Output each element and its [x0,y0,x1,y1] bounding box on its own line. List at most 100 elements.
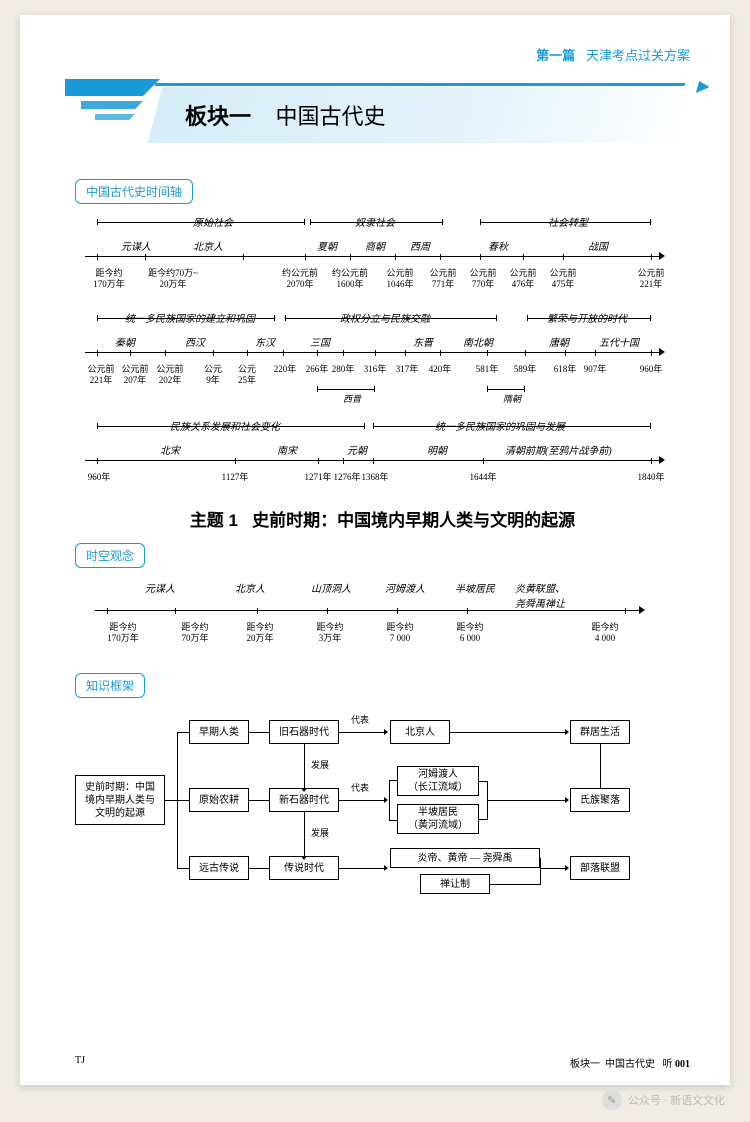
tick-label: 公元9年 [204,364,222,386]
timeline-1: 原始社会奴隶社会社会转型 元谋人北京人夏朝商朝西周春秋战国 距今约170万年距今… [85,216,665,294]
tick-label: 距今约70万~20万年 [148,268,198,290]
tick-label: 距今约70万年 [181,622,208,644]
footer-left: TJ [75,1055,85,1070]
tick-label: 公元前202年 [156,364,183,386]
edge-label: 代表 [351,713,369,726]
dynasty-label: 五代十国 [599,334,639,349]
dynasty-label: 战国 [588,238,608,253]
tick-label: 220年 [274,364,297,375]
tick-label: 316年 [364,364,387,375]
tick-label: 距今约4 000 [591,622,618,644]
era-label: 社会转型 [548,214,588,229]
section-label-spacetime: 时空观念 [75,543,145,568]
dynasty-label: 南宋 [277,442,297,457]
dynasty-label: 元朝 [347,442,367,457]
tick-label: 1840年 [637,472,664,483]
topic-text: 史前时期：中国境内早期人类与文明的起源 [252,511,575,530]
tick-label: 907年 [584,364,607,375]
tick-label: 960年 [88,472,111,483]
col3-box: 禅让制 [420,874,490,894]
dynasty-label: 夏朝 [317,238,337,253]
tick-label: 约公元前2070年 [282,268,318,290]
section-banner: 板块一 中国古代史 [75,79,690,159]
edge-label: 发展 [311,758,329,771]
part-subtitle: 天津考点过关方案 [586,48,690,63]
footer-right: 板块一 中国古代史 听 001 [570,1055,690,1070]
dynasty-label: 元谋人 [121,238,151,253]
tick-label: 317年 [396,364,419,375]
dynasty-label: 秦朝 [115,334,135,349]
wechat-icon: ✎ [602,1090,622,1110]
col4-box: 群居生活 [570,720,630,744]
dynasty-label: 西周 [410,238,430,253]
timeline-2: 统一多民族国家的建立和巩固政权分立与民族交融繁荣与开放的时代 秦朝西汉东汉三国东… [85,312,665,402]
wing-icon [65,79,160,149]
section-label-timeline: 中国古代史时间轴 [75,179,193,204]
col1-box: 早期人类 [189,720,249,744]
dynasty-label: 东晋 [413,334,433,349]
page-number: 001 [675,1059,690,1070]
tick-label: 1127年 [222,472,249,483]
tick-label: 1644年 [469,472,496,483]
tick-label: 公元前1046年 [386,268,413,290]
dynasty-label: 唐朝 [549,334,569,349]
banner-title: 板块一 中国古代史 [185,99,385,131]
tick-label: 公元前771年 [429,268,456,290]
block-title: 中国古代史 [275,104,385,129]
tick-label: 距今约170万年 [107,622,139,644]
era-label: 统一多民族国家的建立和巩固 [125,310,255,325]
watermark-text: 公众号 · 新语文文化 [628,1092,725,1108]
era-label: 繁荣与开放的时代 [547,310,627,325]
page-footer: TJ 板块一 中国古代史 听 001 [75,1055,690,1070]
sub-dynasty-label: 隋朝 [503,392,521,405]
tick-label: 960年 [640,364,663,375]
tick-label: 距今约3万年 [316,622,343,644]
era-label: 奴隶社会 [355,214,395,229]
tick-label: 公元前221年 [87,364,114,386]
tick-label: 420年 [429,364,452,375]
chapter-header: 第一篇 天津考点过关方案 [75,45,690,64]
tick-label: 618年 [554,364,577,375]
topic-title: 主题 1 史前时期：中国境内早期人类与文明的起源 [75,506,690,531]
root-box: 史前时期：中国境内早期人类与文明的起源 [75,775,165,825]
part-label: 第一篇 [536,48,575,63]
era-label: 民族关系发展和社会变化 [170,418,280,433]
timeline-item: 河姆渡人 [385,580,425,595]
tick-label: 589年 [514,364,537,375]
tick-label: 距今约20万年 [246,622,273,644]
dynasty-label: 明朝 [427,442,447,457]
tick-label: 距今约170万年 [93,268,125,290]
col1-box: 原始农耕 [189,788,249,812]
dynasty-label: 商朝 [365,238,385,253]
tick-label: 公元前221年 [637,268,664,290]
timeline-3: 民族关系发展和社会变化统一多民族国家的巩固与发展 北宋南宋元朝明朝清朝前期(至鸦… [85,420,665,488]
knowledge-framework: 史前时期：中国境内早期人类与文明的起源早期人类原始农耕远古传说旧石器时代新石器时… [75,710,690,910]
timeline-4: 元谋人北京人山顶洞人河姆渡人半坡居民炎黄联盟、尧舜禹禅让 距今约170万年距今约… [95,580,655,648]
tick-label: 公元前207年 [121,364,148,386]
tick-label: 距今约7 000 [386,622,413,644]
edge-label: 代表 [351,781,369,794]
edge-label: 发展 [311,826,329,839]
timeline-item: 元谋人 [145,580,175,595]
dynasty-label: 北京人 [193,238,223,253]
dynasty-label: 清朝前期(至鸦片战争前) [505,442,612,457]
timeline-item: 山顶洞人 [311,580,351,595]
sub-dynasty-label: 西晋 [343,392,361,405]
dynasty-label: 北宋 [160,442,180,457]
dynasty-label: 东汉 [255,334,275,349]
tick-label: 公元25年 [238,364,256,386]
col4-box: 部落联盟 [570,856,630,880]
dynasty-label: 春秋 [488,238,508,253]
topic-num: 主题 1 [190,511,238,530]
tick-label: 581年 [476,364,499,375]
tick-label: 266年 [306,364,329,375]
timeline-item: 半坡居民 [455,580,495,595]
col4-box: 氏族聚落 [570,788,630,812]
era-label: 政权分立与民族交融 [340,310,430,325]
tick-label: 1276年 [333,472,360,483]
watermark: ✎ 公众号 · 新语文文化 [602,1090,725,1110]
col3-box: 北京人 [390,720,450,744]
timeline-item: 北京人 [235,580,265,595]
tick-label: 280年 [332,364,355,375]
tick-label: 1368年 [361,472,388,483]
